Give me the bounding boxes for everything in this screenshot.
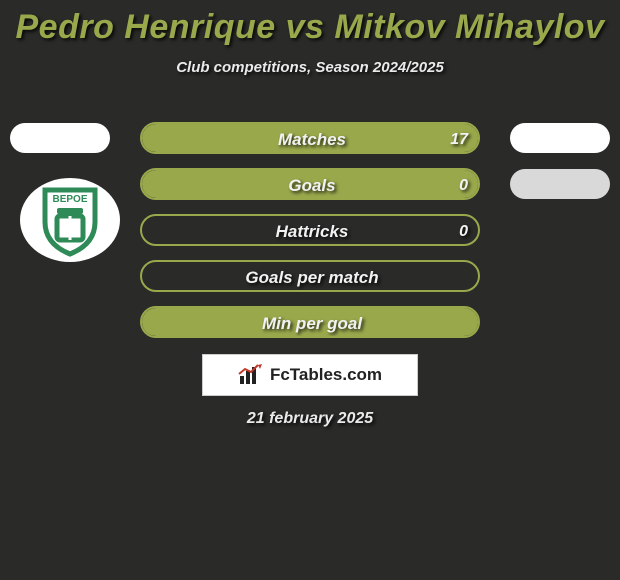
- stat-row: Goals per match: [0, 260, 620, 306]
- badge-text: BEPOE: [52, 194, 87, 205]
- stat-bar: Matches 17: [140, 122, 480, 154]
- subtitle: Club competitions, Season 2024/2025: [0, 59, 620, 76]
- shield-icon: BEPOE: [35, 182, 105, 258]
- club-badge: BEPOE: [20, 178, 120, 262]
- left-pill: [10, 123, 110, 153]
- stat-bar: Min per goal: [140, 306, 480, 338]
- stat-bar: Goals 0: [140, 168, 480, 200]
- stat-label: Goals per match: [142, 262, 480, 292]
- stat-label: Min per goal: [142, 308, 480, 338]
- page-title: Pedro Henrique vs Mitkov Mihaylov: [0, 0, 620, 47]
- branding-text: FcTables.com: [270, 365, 382, 385]
- stat-right-value: 0: [459, 170, 468, 200]
- stat-bar: Hattricks 0: [140, 214, 480, 246]
- branding-box: FcTables.com: [202, 354, 418, 396]
- stat-right-value: 0: [459, 216, 468, 246]
- bar-chart-icon: [238, 364, 264, 386]
- stat-right-value: 17: [450, 124, 468, 154]
- stat-bar: Goals per match: [140, 260, 480, 292]
- stat-label: Matches: [142, 124, 480, 154]
- right-pill: [510, 123, 610, 153]
- stat-row: Matches 17: [0, 122, 620, 168]
- stat-row: Min per goal: [0, 306, 620, 352]
- stat-label: Goals: [142, 170, 480, 200]
- right-pill: [510, 169, 610, 199]
- date-text: 21 february 2025: [0, 410, 620, 428]
- stat-label: Hattricks: [142, 216, 480, 246]
